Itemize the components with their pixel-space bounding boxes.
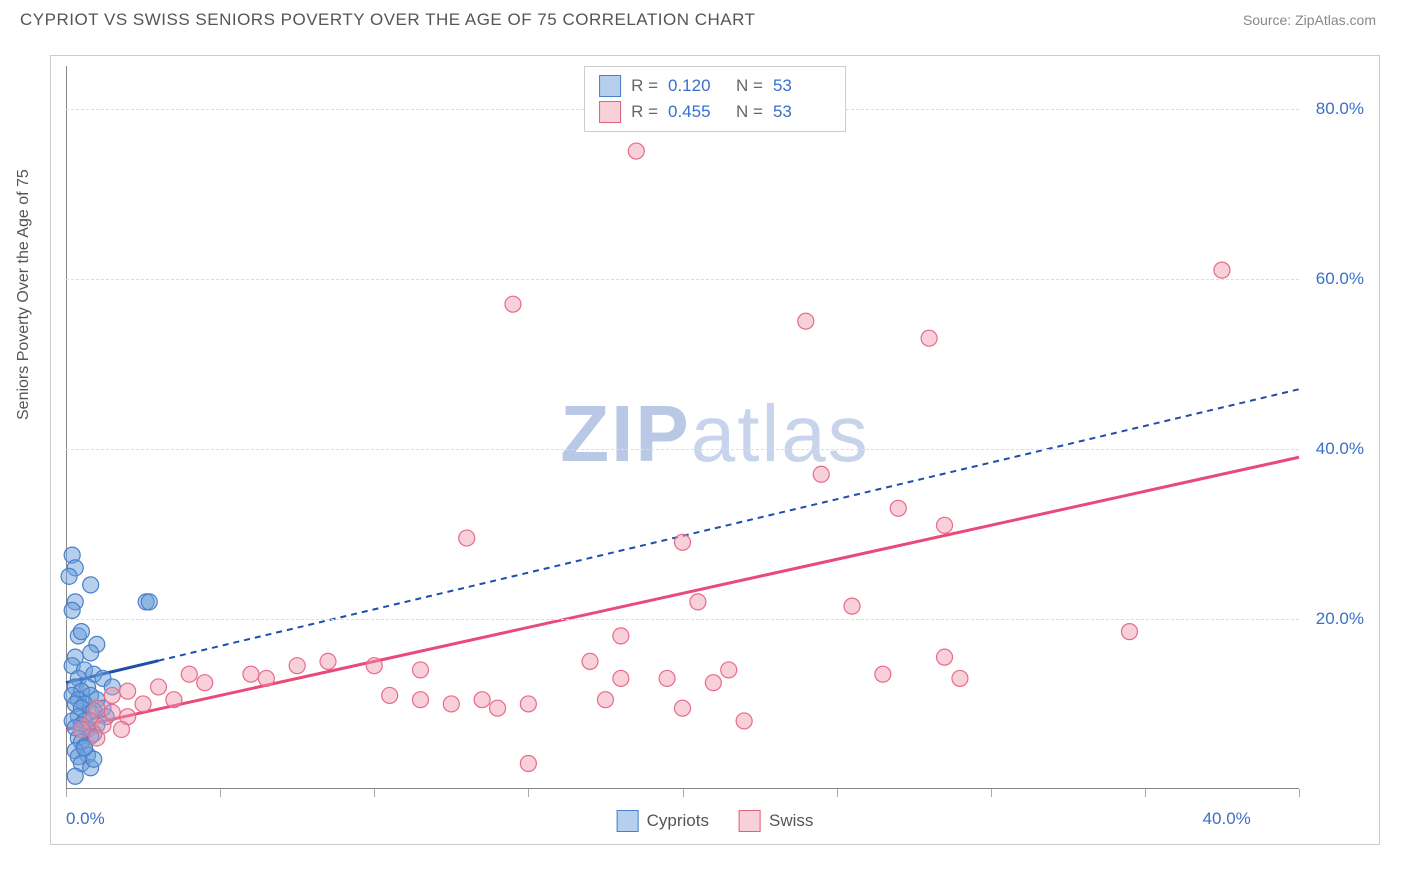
x-tick: [683, 789, 684, 797]
chart-container: ZIPatlas R = 0.120 N = 53 R = 0.455 N = …: [50, 55, 1380, 845]
scatter-plot: [66, 66, 1299, 789]
y-axis-label: Seniors Poverty Over the Age of 75: [15, 169, 33, 420]
r-label: R =: [631, 102, 658, 122]
legend-label: Cypriots: [647, 811, 709, 831]
x-tick-label: 40.0%: [1203, 809, 1251, 829]
swatch-icon: [599, 75, 621, 97]
x-tick: [1145, 789, 1146, 797]
correlation-legend: R = 0.120 N = 53 R = 0.455 N = 53: [584, 66, 846, 132]
swatch-icon: [739, 810, 761, 832]
swatch-icon: [599, 101, 621, 123]
swatch-icon: [617, 810, 639, 832]
legend-row-swiss: R = 0.455 N = 53: [599, 99, 831, 125]
x-tick: [528, 789, 529, 797]
plot-area: [66, 66, 1299, 789]
y-tick-label: 20.0%: [1316, 609, 1364, 629]
legend-item-cypriots: Cypriots: [617, 810, 709, 832]
chart-title: CYPRIOT VS SWISS SENIORS POVERTY OVER TH…: [20, 10, 755, 30]
n-label: N =: [736, 102, 763, 122]
series-legend: Cypriots Swiss: [617, 810, 814, 832]
x-tick-label: 0.0%: [66, 809, 105, 829]
n-value: 53: [773, 76, 831, 96]
legend-label: Swiss: [769, 811, 813, 831]
x-tick: [1299, 789, 1300, 797]
n-label: N =: [736, 76, 763, 96]
y-tick-label: 40.0%: [1316, 439, 1364, 459]
x-tick: [66, 789, 67, 797]
r-value: 0.120: [668, 76, 726, 96]
x-tick: [991, 789, 992, 797]
gridline: [66, 279, 1299, 280]
x-tick: [220, 789, 221, 797]
gridline: [66, 619, 1299, 620]
gridline: [66, 449, 1299, 450]
x-tick: [837, 789, 838, 797]
legend-row-cypriots: R = 0.120 N = 53: [599, 73, 831, 99]
legend-item-swiss: Swiss: [739, 810, 813, 832]
r-value: 0.455: [668, 102, 726, 122]
y-tick-label: 80.0%: [1316, 99, 1364, 119]
source-label: Source: ZipAtlas.com: [1243, 12, 1376, 28]
n-value: 53: [773, 102, 831, 122]
r-label: R =: [631, 76, 658, 96]
x-tick: [374, 789, 375, 797]
y-tick-label: 60.0%: [1316, 269, 1364, 289]
